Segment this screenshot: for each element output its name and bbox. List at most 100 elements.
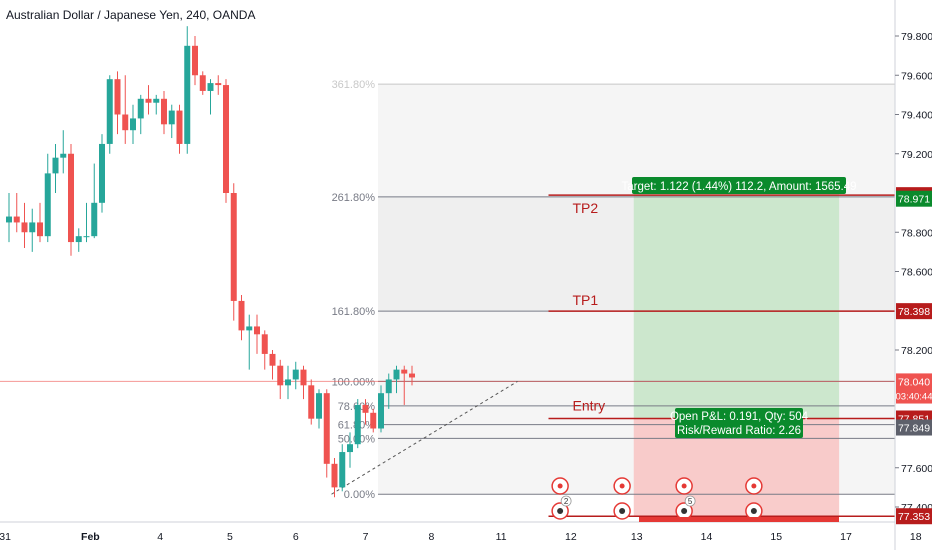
event-marker-dot xyxy=(750,508,757,514)
pnl-badge-bg xyxy=(675,408,803,438)
candle-body xyxy=(114,79,121,115)
candle-body xyxy=(230,193,237,301)
price-tick-label: 79.200 xyxy=(901,149,932,161)
stop-badge-top xyxy=(639,517,839,522)
candle-body xyxy=(347,444,353,453)
candle-body xyxy=(339,452,346,488)
candle-body xyxy=(285,379,291,386)
candle-body xyxy=(176,110,183,144)
price-label-bg xyxy=(896,419,932,436)
candle-body xyxy=(13,216,20,223)
target-badge-bg xyxy=(632,177,846,194)
candle-body xyxy=(409,373,415,378)
time-label: 11 xyxy=(496,531,507,543)
candle-body xyxy=(6,216,12,223)
candle-body xyxy=(153,98,160,103)
candle-body xyxy=(52,157,59,174)
candle-body xyxy=(300,369,307,386)
event-marker-dot xyxy=(619,483,625,489)
time-label: 8 xyxy=(428,531,434,543)
price-label-text: 78.398 xyxy=(898,306,930,318)
candle-body xyxy=(145,98,152,103)
event-marker-dot xyxy=(751,483,757,489)
candle-body xyxy=(254,326,260,335)
candle-body xyxy=(184,45,191,144)
candle-body xyxy=(393,369,400,380)
time-label: 5 xyxy=(227,531,233,543)
time-label: 17 xyxy=(840,531,852,543)
candle-body xyxy=(292,369,299,380)
time-label: 4 xyxy=(157,531,163,543)
candle-body xyxy=(370,412,377,429)
candle-body xyxy=(83,236,90,238)
candle-body xyxy=(215,83,222,86)
candle-body xyxy=(385,379,392,394)
candle-body xyxy=(354,404,361,445)
time-axis-bg xyxy=(0,522,932,550)
event-marker xyxy=(613,477,631,520)
fib-trend-line xyxy=(331,380,518,495)
trade-line-label: Entry xyxy=(573,397,606,413)
price-label-bg xyxy=(896,303,932,320)
time-label: 31 xyxy=(0,531,11,543)
target-badge: Target: 1.122 (1.44%) 112.2, Amount: 156… xyxy=(621,177,857,194)
price-label: 03:40:44 xyxy=(896,387,932,404)
candle-body xyxy=(378,393,384,429)
fib-level-label: 0.00% xyxy=(344,489,375,501)
candle-body xyxy=(130,118,136,131)
candle-body xyxy=(238,300,245,331)
candle-body xyxy=(106,79,113,144)
candle-body xyxy=(75,236,82,243)
event-marker-dot xyxy=(619,508,626,514)
price-label: 78.398 xyxy=(896,303,932,320)
candle-body xyxy=(316,393,322,419)
price-tick-label: 79.800 xyxy=(901,31,932,43)
time-label: 18 xyxy=(910,531,922,543)
candle-body xyxy=(362,404,369,413)
event-marker-dot xyxy=(681,508,688,514)
event-marker-dot xyxy=(681,483,687,489)
candle-body xyxy=(21,222,28,233)
candle-body xyxy=(323,393,330,464)
candle-body xyxy=(68,153,74,243)
event-marker: 5 xyxy=(675,477,696,520)
pnl-text: Open P&L: 0.191, Qty: 504 xyxy=(670,411,809,423)
rr-text: Risk/Reward Ratio: 2.26 xyxy=(677,425,801,437)
fib-level-label: 161.80% xyxy=(332,306,376,318)
price-label: 77.849 xyxy=(896,419,932,436)
time-label: 15 xyxy=(770,531,782,543)
price-label: 78.040 xyxy=(896,373,932,390)
candle-body xyxy=(91,202,98,237)
target-badge-text: Target: 1.122 (1.44%) 112.2, Amount: 156… xyxy=(621,181,856,193)
fib-level-label: 100.00% xyxy=(332,376,376,388)
price-tick-label: 78.800 xyxy=(901,227,932,239)
price-label-text: 78.971 xyxy=(898,194,930,206)
candle-body xyxy=(269,353,276,366)
price-label-text: 77.849 xyxy=(898,423,930,435)
candle-body xyxy=(199,75,206,91)
candle-body xyxy=(223,85,229,193)
pnl-badge: Open P&L: 0.191, Qty: 504 Risk/Reward Rat… xyxy=(670,408,809,438)
candle-body xyxy=(401,369,408,374)
event-count-circle xyxy=(560,495,572,507)
target-zone xyxy=(633,192,840,419)
time-label: 6 xyxy=(293,531,299,543)
candle-body xyxy=(122,114,129,131)
price-label-text: 77.353 xyxy=(898,511,930,523)
candle-body xyxy=(246,326,253,331)
candle-body xyxy=(192,45,198,76)
event-marker xyxy=(745,477,763,520)
candle-body xyxy=(37,222,43,237)
candle-body xyxy=(331,463,338,488)
price-label: 77.353 xyxy=(896,508,932,525)
candle-body xyxy=(99,143,105,203)
price-label-bg xyxy=(896,508,932,525)
candle-body xyxy=(29,222,36,233)
price-tick-label: 79.400 xyxy=(901,110,932,122)
trade-line-label: TP1 xyxy=(573,292,599,308)
price-label-text: 78.040 xyxy=(898,376,930,388)
price-tick-label: 79.600 xyxy=(901,70,932,82)
trade-line-label: TP2 xyxy=(573,200,599,216)
candle-body xyxy=(168,110,175,125)
